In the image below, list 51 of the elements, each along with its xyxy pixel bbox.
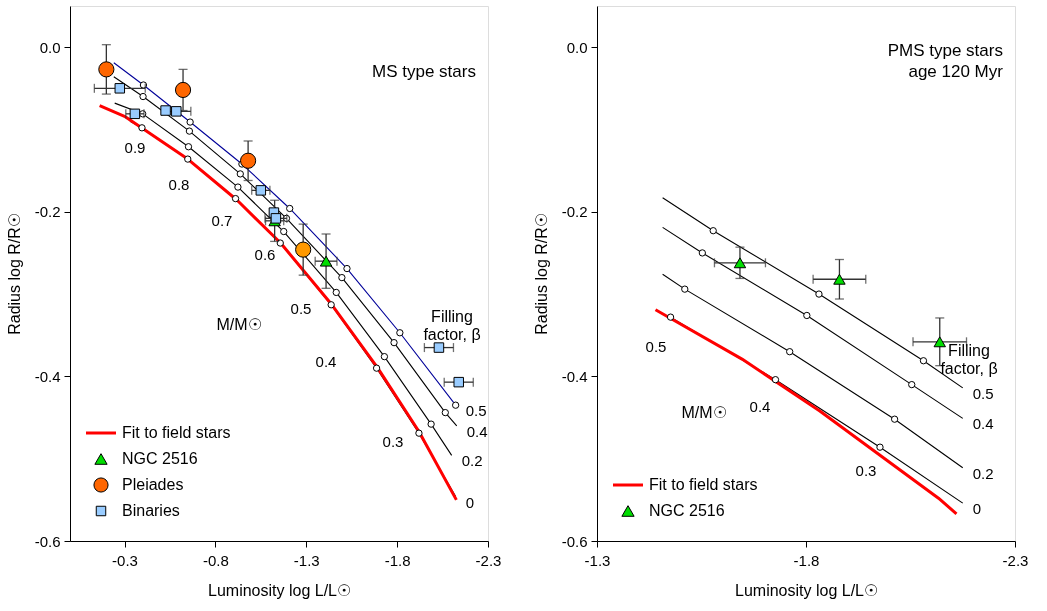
annotation: 0.5 xyxy=(972,384,994,402)
x-axis-title: Luminosity log L/L☉ xyxy=(735,581,878,599)
annotation: 0.4 xyxy=(315,353,337,370)
annotation: M/M☉ xyxy=(216,316,262,333)
legend-label: Fit to field stars xyxy=(122,424,231,441)
annotation: 0.9 xyxy=(124,139,146,156)
x-tick-label: -1.3 xyxy=(293,551,320,569)
y-tick-label: 0.0 xyxy=(566,38,588,56)
y-tick-label: -0.2 xyxy=(34,203,61,221)
annotation: Filling factor, β xyxy=(940,342,998,377)
annotation: 0.6 xyxy=(254,246,276,263)
text: MS type stars xyxy=(372,62,476,81)
y-axis-title: Radius log R/R☉ xyxy=(5,213,23,335)
annotation: 0.2 xyxy=(972,464,994,482)
annotation: 0.5 xyxy=(645,338,667,355)
annotation: Filling factor, β xyxy=(423,308,481,343)
y-tick-label: 0.0 xyxy=(39,38,61,56)
x-tick-label: -0.8 xyxy=(202,551,229,569)
text: age 120 Myr xyxy=(908,62,1004,81)
x-tick-label: -2.3 xyxy=(1002,551,1029,569)
x-tick-label: -2.3 xyxy=(475,551,502,569)
annotation: 0.5 xyxy=(465,402,487,420)
annotation: 0.5 xyxy=(290,300,312,317)
x-tick-label: -0.3 xyxy=(112,551,138,569)
legend-label: Pleiades xyxy=(122,476,184,493)
x-axis-title: Luminosity log L/L☉ xyxy=(208,581,351,599)
annotation: 0.8 xyxy=(168,176,190,193)
annotation: 0.4 xyxy=(466,422,488,440)
y-tick-label: -0.6 xyxy=(34,532,61,550)
legend-label: Binaries xyxy=(122,502,180,519)
legend-label: NGC 2516 xyxy=(122,450,198,467)
x-tick-label: -1.3 xyxy=(584,551,611,569)
annotation: 0.7 xyxy=(211,212,233,229)
annotation: 0.2 xyxy=(461,452,483,470)
text: PMS type stars xyxy=(887,41,1003,60)
annotation: 0 xyxy=(972,500,982,518)
annotation: 0.3 xyxy=(855,462,877,479)
y-tick-label: -0.2 xyxy=(561,203,588,221)
annotation: M/M☉ xyxy=(681,404,727,421)
y-tick-label: -0.6 xyxy=(561,532,588,550)
annotation: 0 xyxy=(465,493,474,511)
y-tick-label: -0.4 xyxy=(34,367,61,385)
legend-label: NGC 2516 xyxy=(649,502,725,519)
x-tick-label: -1.8 xyxy=(384,551,411,569)
annotation: 0.4 xyxy=(972,415,994,433)
annotation: 0.3 xyxy=(382,433,404,450)
legend-label: Fit to field stars xyxy=(649,476,758,493)
annotation: 0.4 xyxy=(749,398,771,415)
x-tick-label: -1.8 xyxy=(793,551,820,569)
y-axis-title: Radius log R/R☉ xyxy=(532,213,550,335)
y-tick-label: -0.4 xyxy=(561,367,588,385)
